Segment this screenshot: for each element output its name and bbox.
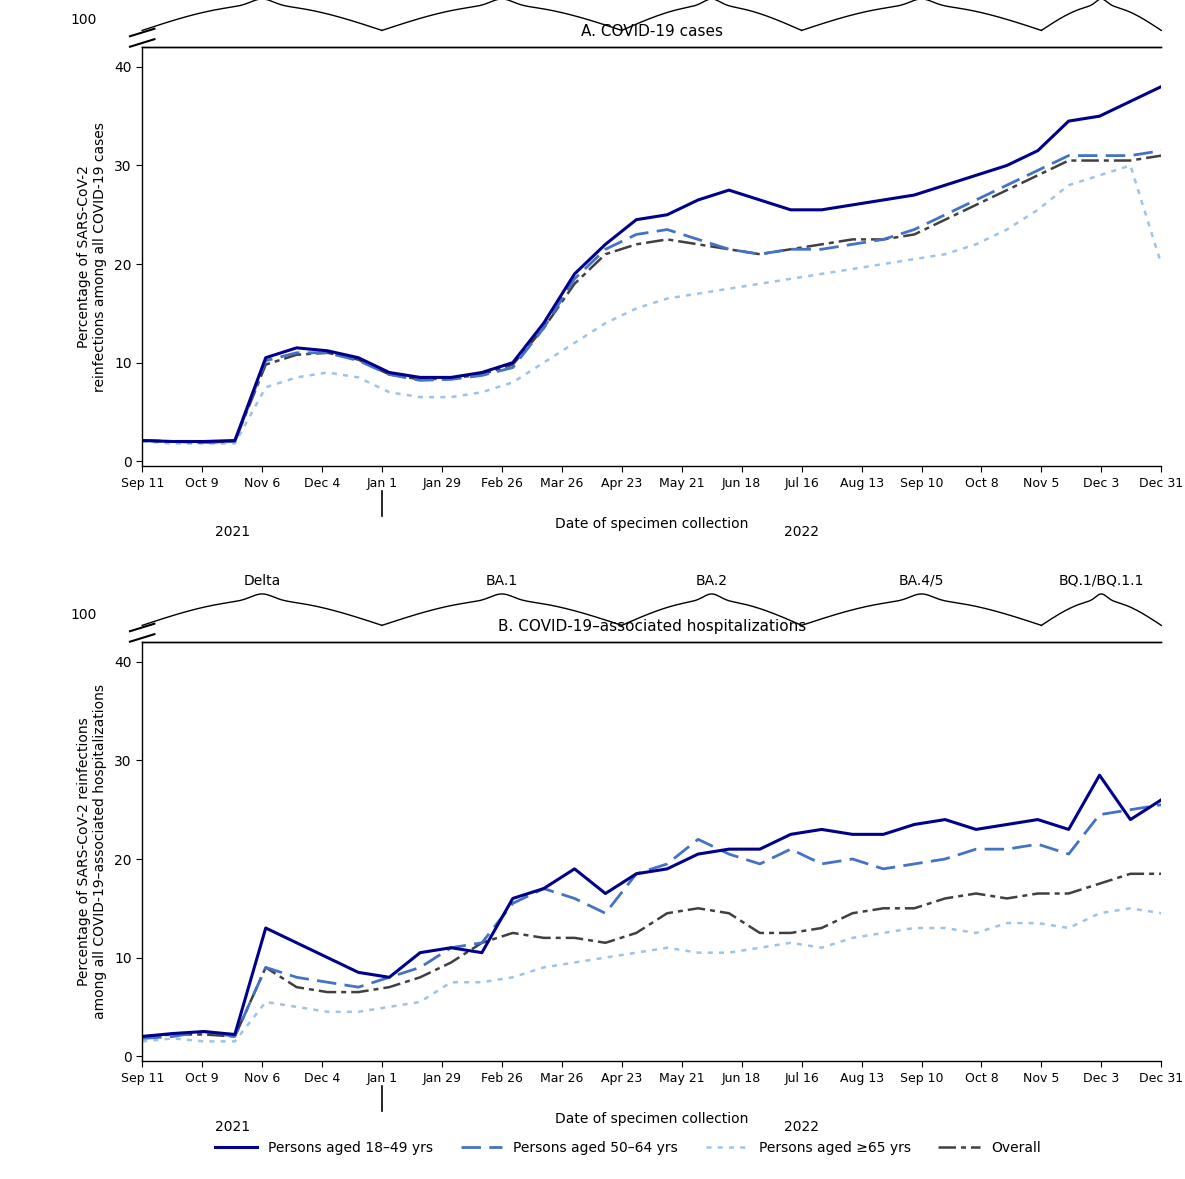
X-axis label: Date of specimen collection: Date of specimen collection — [555, 1112, 749, 1126]
Text: BA.1: BA.1 — [486, 574, 518, 587]
Text: BA.4/5: BA.4/5 — [899, 574, 944, 587]
Y-axis label: Percentage of SARS-CoV-2
reinfections among all COVID-19 cases: Percentage of SARS-CoV-2 reinfections am… — [77, 121, 107, 391]
Text: 2022: 2022 — [784, 525, 819, 539]
Text: 100: 100 — [70, 13, 96, 27]
Text: 2021: 2021 — [214, 1120, 250, 1134]
Title: A. COVID-19 cases: A. COVID-19 cases — [581, 24, 723, 39]
Title: B. COVID-19–associated hospitalizations: B. COVID-19–associated hospitalizations — [498, 619, 806, 634]
Text: 2021: 2021 — [214, 525, 250, 539]
Legend: Persons aged 18–49 yrs, Persons aged 50–64 yrs, Persons aged ≥65 yrs, Overall: Persons aged 18–49 yrs, Persons aged 50–… — [210, 1135, 1046, 1160]
Text: 100: 100 — [70, 608, 96, 621]
Text: BQ.1/BQ.1.1: BQ.1/BQ.1.1 — [1058, 574, 1144, 587]
Text: 2022: 2022 — [784, 1120, 819, 1134]
Y-axis label: Percentage of SARS-CoV-2 reinfections
among all COVID-19–associated hospitalizat: Percentage of SARS-CoV-2 reinfections am… — [77, 684, 107, 1019]
Text: Delta: Delta — [243, 574, 281, 587]
X-axis label: Date of specimen collection: Date of specimen collection — [555, 518, 749, 532]
Text: BA.2: BA.2 — [696, 574, 728, 587]
